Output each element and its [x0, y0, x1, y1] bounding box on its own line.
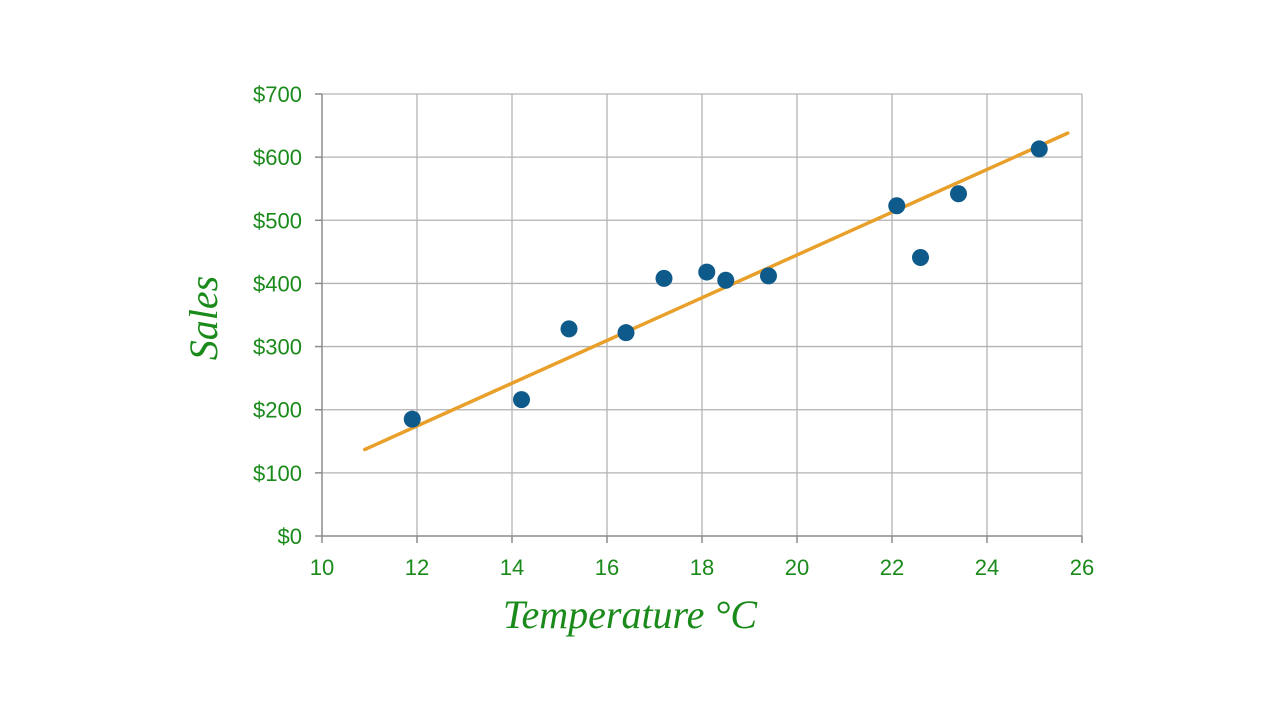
data-point — [655, 269, 673, 287]
data-point — [560, 320, 578, 338]
data-point — [698, 263, 716, 281]
y-axis-title: Sales — [181, 276, 226, 360]
y-tick-label: $200 — [253, 398, 302, 423]
y-axis-ticks: $0 $100 $200 $300 $400 $500 $600 $700 — [253, 82, 322, 549]
y-tick-label: $100 — [253, 461, 302, 486]
x-tick-label: 24 — [975, 555, 999, 580]
data-point — [950, 185, 967, 203]
grid-lines — [322, 93, 1083, 536]
data-point — [760, 267, 777, 285]
data-point — [617, 324, 635, 342]
data-point — [888, 197, 906, 215]
trendline — [363, 131, 1070, 452]
x-tick-label: 14 — [500, 555, 524, 580]
y-tick-label: $700 — [253, 82, 302, 107]
y-tick-label: $400 — [253, 271, 302, 296]
data-point — [1030, 140, 1048, 158]
y-tick-label: $500 — [253, 208, 302, 233]
y-tick-label: $0 — [278, 524, 302, 549]
data-point — [912, 249, 929, 267]
data-points — [403, 140, 1048, 428]
x-tick-label: 16 — [595, 555, 619, 580]
x-tick-label: 18 — [690, 555, 714, 580]
x-tick-label: 26 — [1070, 555, 1094, 580]
x-tick-label: 10 — [310, 555, 334, 580]
x-axis-title: Temperature °C — [503, 592, 758, 637]
x-tick-label: 20 — [785, 555, 809, 580]
x-tick-label: 12 — [405, 555, 429, 580]
trendline-group — [363, 131, 1070, 452]
y-tick-label: $300 — [253, 335, 302, 360]
data-point — [513, 391, 530, 409]
x-tick-label: 22 — [880, 555, 904, 580]
x-axis-ticks: 10 12 14 16 18 20 22 24 26 — [310, 536, 1094, 580]
data-point — [403, 410, 421, 428]
data-point — [717, 271, 735, 289]
y-tick-label: $600 — [253, 145, 302, 170]
